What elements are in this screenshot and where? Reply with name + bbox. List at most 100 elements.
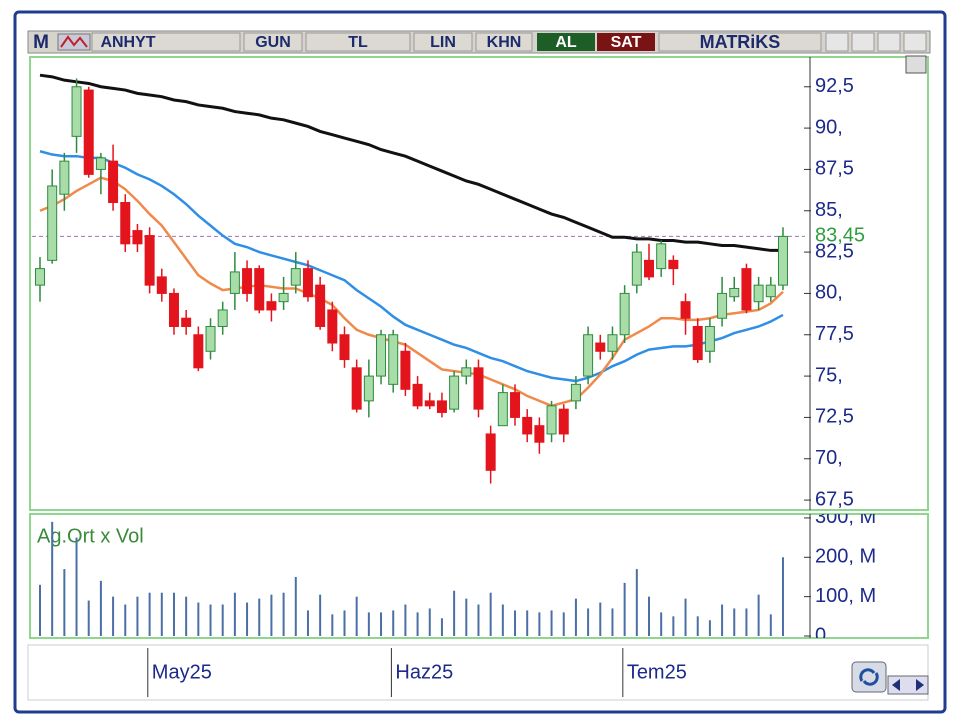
volume-bar [148, 592, 151, 636]
button[interactable] [475, 32, 533, 52]
candle-body [217, 309, 228, 327]
volume-bar [660, 612, 663, 636]
candle-body [753, 284, 764, 303]
y-tick-label: 300, M [815, 506, 876, 528]
y-tick-label: 67,5 [815, 488, 854, 510]
scroll-arrows [892, 679, 924, 691]
candle-body [229, 271, 240, 294]
volume-title: Ag.Ort x Vol [37, 525, 144, 547]
volume-bar [343, 610, 346, 636]
candle-body [59, 160, 70, 195]
y-tick-label: 80, [815, 282, 843, 304]
button[interactable] [243, 32, 303, 52]
refresh-button[interactable] [851, 661, 887, 693]
candle-body [522, 416, 533, 435]
volume-bar [416, 612, 419, 636]
candle-body [485, 433, 496, 471]
volume-bar [355, 596, 358, 636]
candle-body [339, 334, 350, 361]
button[interactable] [413, 32, 473, 52]
button-label: LIN [430, 34, 456, 51]
candle-body [400, 350, 411, 390]
window-button[interactable] [903, 32, 927, 52]
symbol-box[interactable] [91, 32, 241, 52]
volume-bar [489, 592, 492, 636]
candle-body [108, 160, 119, 203]
volume-bar [404, 604, 407, 636]
button-label: TL [348, 34, 368, 51]
candle-body [205, 325, 216, 352]
volume-bar [319, 594, 322, 636]
candle-body [95, 157, 106, 170]
volume-bar [757, 594, 760, 636]
volume-bar [282, 592, 285, 636]
volume-bar [380, 612, 383, 636]
volume-bar [648, 596, 650, 636]
candle-body [680, 301, 691, 319]
volume-bar [428, 608, 431, 636]
candle-body [412, 383, 423, 407]
candle-body [388, 334, 399, 385]
candle-body [583, 334, 594, 377]
candle-body [302, 268, 313, 298]
candle-body [668, 259, 679, 270]
volume-bar [124, 604, 127, 636]
y-tick-label: 100, M [815, 585, 876, 607]
candle-body [765, 284, 776, 298]
candle-body [156, 276, 167, 294]
volume-bar [112, 596, 115, 636]
button[interactable] [305, 32, 411, 52]
volume-bar [87, 600, 90, 636]
candle-body [290, 268, 301, 286]
volume-bar [733, 608, 736, 636]
volume-bar [599, 602, 602, 636]
volume-bar [440, 618, 443, 636]
window-button[interactable] [825, 32, 849, 52]
volume-bar [684, 598, 687, 636]
volume-bar [172, 592, 175, 636]
window-button[interactable] [851, 32, 875, 52]
y-tick-label: 90, [815, 116, 843, 138]
candle-body [278, 292, 289, 303]
volume-bar [721, 604, 724, 636]
buy-button[interactable] [537, 33, 595, 51]
volume-bar [209, 604, 212, 636]
sell-button[interactable] [597, 33, 655, 51]
candle-body [631, 251, 642, 286]
volume-bar [75, 537, 78, 636]
window-button[interactable] [877, 32, 901, 52]
volume-bar [331, 614, 334, 636]
volume-bar [696, 616, 699, 636]
volume-bar [63, 569, 66, 636]
candle-body [546, 405, 557, 435]
x-tick-label: Haz25 [395, 661, 453, 683]
y-tick-label: 85, [815, 199, 843, 221]
candle-body [607, 334, 618, 352]
candle-body [497, 392, 508, 427]
candle-body [193, 334, 204, 369]
y-tick-label: 70, [815, 447, 843, 469]
moving-average [39, 150, 784, 383]
volume-bar [769, 614, 772, 636]
volume-bar [197, 602, 200, 636]
candle-body [692, 325, 703, 361]
volume-bar [501, 604, 504, 636]
y-tick-label: 82,5 [815, 240, 854, 262]
volume-bar [99, 580, 102, 636]
volume-bar [185, 596, 188, 636]
symbol-icon[interactable] [57, 33, 91, 51]
volume-bar [221, 604, 224, 636]
volume-bar [781, 557, 784, 636]
candle-body [132, 230, 143, 245]
last-price-label: 83,45 [815, 225, 865, 247]
y-tick-label: 75, [815, 364, 843, 386]
candle-body [35, 268, 45, 286]
candle-body [327, 309, 338, 344]
candle-body [83, 89, 94, 175]
volume-bar [258, 598, 261, 636]
y-tick-label: 72,5 [815, 406, 854, 428]
button-label: GUN [255, 34, 291, 51]
panel-button[interactable] [905, 55, 927, 74]
candle-body [376, 334, 387, 377]
candle-body [777, 235, 788, 286]
